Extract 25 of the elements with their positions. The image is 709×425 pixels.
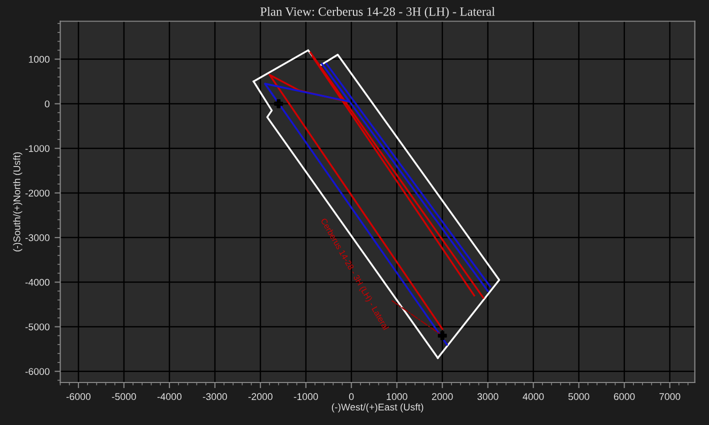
x-tick-label: 4000 <box>522 393 544 400</box>
y-tick-label: -2000 <box>25 190 50 197</box>
x-tick-label: -2000 <box>248 393 272 400</box>
x-tick-label: 6000 <box>614 393 635 400</box>
y-tick-label: -3000 <box>25 234 50 242</box>
y-axis-title: (-)South/(+)North (Usft) <box>13 152 22 252</box>
x-tick-label: 7000 <box>659 393 680 400</box>
x-tick-label: 0 <box>349 393 354 400</box>
y-tick-label: -1000 <box>25 145 50 152</box>
y-tick-label: 0 <box>44 100 50 108</box>
y-tick-label: -5000 <box>25 323 50 330</box>
x-tick-label: -1000 <box>294 393 318 400</box>
x-tick-label: -6000 <box>66 393 91 400</box>
x-tick-label: 5000 <box>568 393 590 400</box>
chart-title: Plan View: Cerberus 14-28 - 3H (LH) - Lateral <box>260 7 495 18</box>
x-tick-label: 1000 <box>386 393 408 400</box>
x-axis-title: (-)West/(+)East (Usft) <box>332 403 424 412</box>
x-tick-label: 3000 <box>477 393 498 400</box>
x-tick-label: 2000 <box>432 393 453 400</box>
x-tick-label: -5000 <box>112 393 136 400</box>
x-tick-label: -3000 <box>202 393 227 400</box>
y-tick-label: -4000 <box>25 278 50 286</box>
y-tick-label: -6000 <box>25 368 50 375</box>
y-tick-label: 1000 <box>28 56 50 63</box>
x-tick-label: -4000 <box>157 393 182 400</box>
